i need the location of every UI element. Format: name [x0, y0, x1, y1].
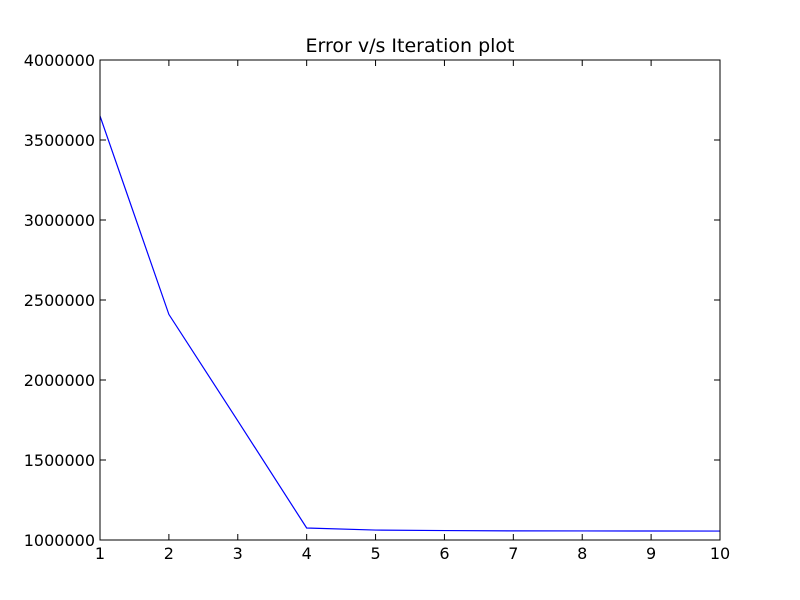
- x-tick-label: 9: [646, 544, 656, 563]
- x-tick-label: 10: [710, 544, 730, 563]
- x-tick-label: 3: [233, 544, 243, 563]
- x-tick-label: 8: [577, 544, 587, 563]
- x-tick-label: 7: [508, 544, 518, 563]
- chart-title: Error v/s Iteration plot: [306, 35, 515, 57]
- series-line-1: [99, 115, 721, 532]
- x-tick-label: 4: [302, 544, 312, 563]
- y-tick-label: 3000000: [24, 211, 95, 230]
- x-tick-label: 6: [439, 544, 449, 563]
- x-tick-label: 2: [164, 544, 174, 563]
- x-tick-label: 1: [95, 544, 105, 563]
- plot-area-frame: [99, 59, 721, 541]
- y-axis-ticks: 1000000 1500000 2000000 2500000 3000000 35000…: [24, 51, 720, 550]
- y-tick-label: 4000000: [24, 51, 95, 70]
- y-tick-label: 1500000: [24, 451, 95, 470]
- y-tick-label: 2500000: [24, 291, 95, 310]
- y-tick-label: 3500000: [24, 131, 95, 150]
- series-layer: [99, 115, 721, 532]
- y-tick-label: 1000000: [24, 531, 95, 550]
- x-tick-label: 5: [370, 544, 380, 563]
- y-tick-label: 2000000: [24, 371, 95, 390]
